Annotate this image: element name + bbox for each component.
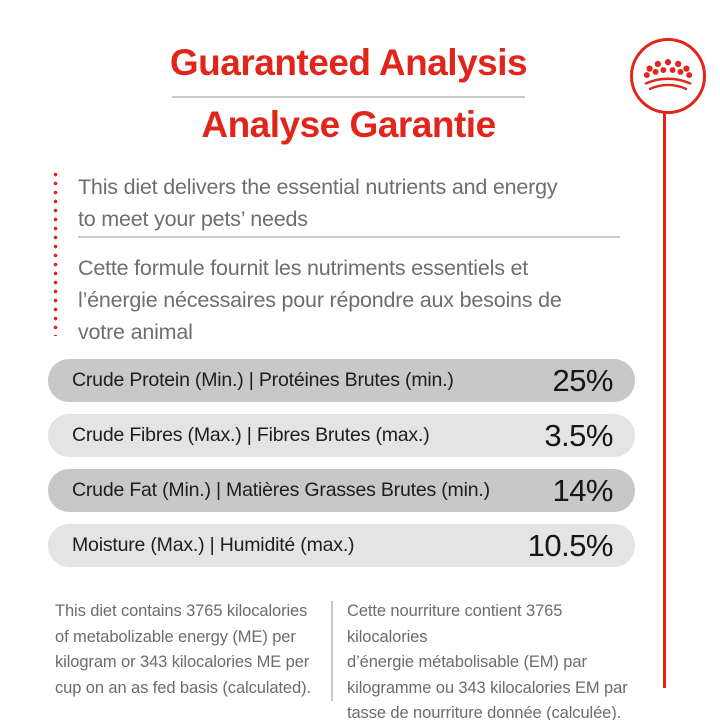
row-label: Crude Fat (Min.) | Matières Grasses Brut… — [72, 479, 490, 501]
analysis-row-fibre: Crude Fibres (Max.) | Fibres Brutes (max… — [48, 414, 635, 457]
brand-logo — [630, 38, 706, 114]
red-dotted-line — [53, 170, 58, 336]
row-value: 25% — [552, 362, 613, 398]
intro-paragraph-fr: Cette formule fournit les nutriments ess… — [78, 256, 562, 344]
row-value: 10.5% — [527, 527, 614, 563]
footnote-fr: Cette nourriture contient 3765 kilocalor… — [347, 602, 628, 720]
footnote-en: This diet contains 3765 kilocalories of … — [55, 602, 311, 697]
page-title-en: Guaranteed Analysis — [169, 42, 528, 83]
row-value: 14% — [552, 472, 613, 508]
row-label: Moisture (Max.) | Humidité (max.) — [72, 534, 355, 556]
analysis-row-protein: Crude Protein (Min.) | Protéines Brutes … — [48, 359, 635, 402]
brand-vertical-line — [663, 113, 666, 688]
intro-paragraph-en: This diet delivers the essential nutrien… — [78, 175, 558, 231]
crown-icon — [633, 59, 703, 115]
row-label: Crude Protein (Min.) | Protéines Brutes … — [72, 369, 454, 391]
intro-divider — [78, 236, 620, 238]
title-divider — [172, 96, 525, 98]
page-title-fr: Analyse Garantie — [201, 104, 496, 145]
row-label: Crude Fibres (Max.) | Fibres Brutes (max… — [72, 424, 430, 446]
row-value: 3.5% — [544, 417, 613, 453]
analysis-row-fat: Crude Fat (Min.) | Matières Grasses Brut… — [48, 469, 635, 512]
analysis-row-moisture: Moisture (Max.) | Humidité (max.) 10.5% — [48, 524, 635, 567]
footnote-divider — [331, 601, 333, 701]
